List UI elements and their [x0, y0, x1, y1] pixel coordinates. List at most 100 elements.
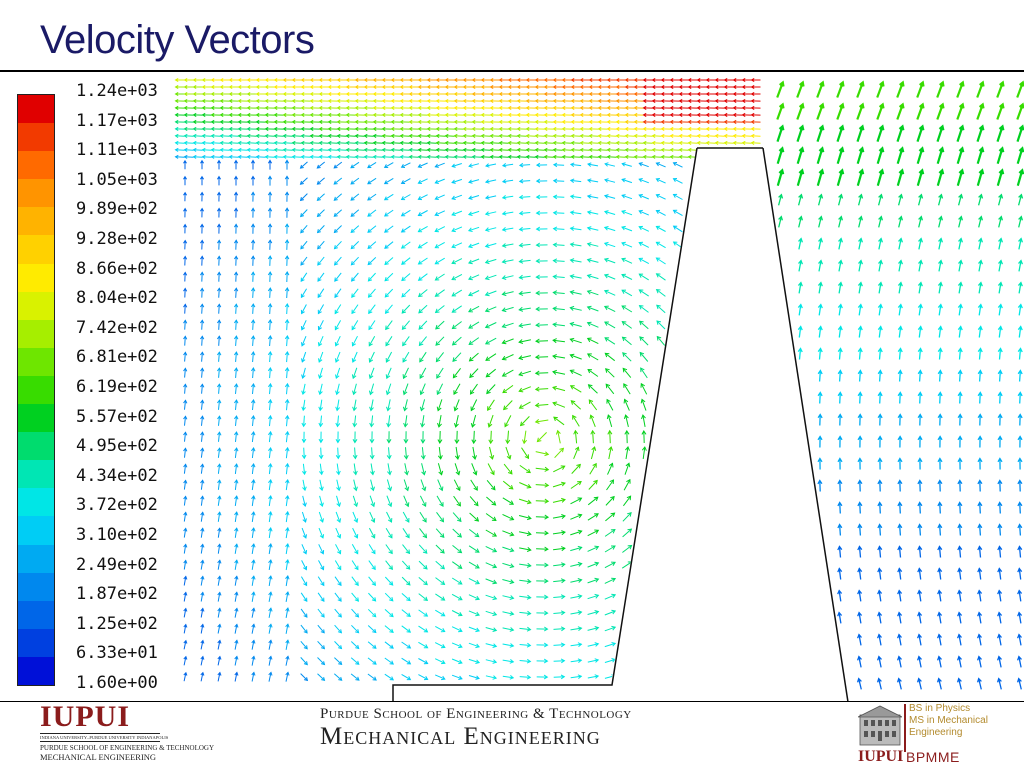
vector-arrowhead: [490, 470, 495, 476]
velocity-vector: [318, 544, 324, 554]
vector-arrowhead: [937, 523, 943, 529]
vector-arrowhead: [456, 501, 461, 507]
vector-arrowhead: [456, 517, 462, 523]
vector-arrowhead: [434, 163, 439, 168]
vector-arrowhead: [543, 642, 549, 648]
vector-arrowhead: [471, 77, 476, 83]
vector-arrowhead: [251, 431, 256, 436]
vector-arrowhead: [977, 545, 983, 551]
vector-arrowhead: [417, 119, 422, 125]
vector-arrowhead: [303, 597, 308, 603]
vector-arrowhead: [669, 126, 674, 132]
vector-arrowhead: [555, 429, 561, 435]
vector-arrowhead: [363, 112, 368, 118]
vector-arrowhead: [423, 596, 429, 602]
vector-arrowhead: [174, 98, 179, 104]
vector-arrowhead: [732, 91, 737, 97]
vector-arrowhead: [384, 228, 389, 233]
vector-arrowhead: [638, 209, 643, 215]
velocity-vector: [778, 216, 782, 228]
velocity-vector: [898, 568, 902, 580]
vector-arrowhead: [174, 119, 179, 125]
vector-arrowhead: [282, 105, 287, 111]
vector-arrowhead: [897, 435, 903, 441]
vector-arrowhead: [552, 306, 558, 312]
vector-arrowhead: [436, 406, 442, 412]
velocity-vector: [468, 675, 480, 679]
vector-arrowhead: [696, 84, 701, 90]
legend-label: 4.95e+02: [76, 435, 158, 458]
velocity-vector: [918, 216, 922, 228]
vector-arrowhead: [267, 335, 273, 340]
velocity-vector: [268, 527, 272, 539]
vector-arrowhead: [345, 119, 350, 125]
vector-arrowhead: [217, 495, 222, 500]
vector-arrowhead: [440, 580, 446, 585]
vector-arrowhead: [642, 84, 647, 90]
vector-arrowhead: [1018, 102, 1024, 109]
vector-arrowhead: [401, 292, 406, 298]
velocity-vector: [317, 256, 325, 266]
vector-arrowhead: [592, 462, 597, 468]
velocity-vector: [878, 348, 882, 360]
velocity-vector: [587, 659, 599, 663]
vector-arrowhead: [444, 84, 449, 90]
velocity-vector: [898, 216, 902, 228]
vector-arrowhead: [577, 610, 583, 615]
velocity-vector: [978, 282, 982, 294]
velocity-vector: [486, 384, 496, 394]
velocity-vector: [367, 209, 377, 217]
velocity-vector: [878, 326, 882, 338]
vector-arrowhead: [217, 431, 222, 436]
velocity-vector: [938, 656, 942, 668]
vector-arrowhead: [916, 677, 922, 683]
vector-arrowhead: [552, 154, 557, 159]
vector-arrowhead: [819, 80, 825, 87]
vector-arrowhead: [423, 564, 428, 570]
vector-arrowhead: [586, 305, 592, 311]
building-icon: [858, 705, 902, 746]
velocity-vector: [367, 193, 377, 201]
vector-arrowhead: [957, 479, 963, 485]
vector-arrowhead: [669, 133, 674, 139]
velocity-vector: [300, 240, 308, 250]
velocity-vector: [978, 524, 982, 536]
vector-arrowhead: [381, 112, 386, 118]
velocity-vector: [604, 179, 616, 183]
velocity-vector: [896, 104, 904, 120]
vector-arrowhead: [267, 271, 273, 276]
legend-label: 8.66e+02: [76, 257, 158, 280]
velocity-vector: [200, 656, 204, 666]
vector-arrowhead: [444, 126, 449, 132]
vector-arrowhead: [217, 543, 222, 548]
velocity-vector: [218, 304, 220, 314]
velocity-vector: [437, 479, 443, 491]
vector-arrowhead: [535, 338, 540, 344]
vector-arrowhead: [750, 119, 755, 125]
velocity-vector: [796, 169, 804, 187]
vector-arrowhead: [937, 567, 943, 573]
velocity-vector: [268, 656, 272, 666]
velocity-vector: [434, 674, 446, 680]
vector-arrowhead: [233, 351, 239, 356]
vector-arrowhead: [201, 126, 206, 132]
vector-arrowhead: [997, 567, 1003, 573]
vector-arrowhead: [552, 112, 557, 118]
vector-arrowhead: [440, 628, 446, 633]
velocity-vector: [502, 675, 514, 679]
vector-arrowhead: [897, 281, 903, 287]
vector-arrowhead: [543, 594, 549, 600]
vector-arrowhead: [327, 84, 332, 90]
velocity-vector: [269, 399, 271, 411]
velocity-vector: [625, 414, 629, 428]
vector-arrowhead: [641, 446, 647, 451]
vector-arrowhead: [509, 659, 515, 664]
vector-arrowhead: [475, 611, 480, 617]
velocity-vector: [452, 352, 462, 362]
vector-arrowhead: [228, 112, 233, 118]
velocity-vector: [471, 463, 477, 475]
velocity-vector: [384, 272, 394, 282]
vector-arrowhead: [426, 98, 431, 104]
vector-arrowhead: [250, 415, 256, 420]
vector-arrowhead: [174, 154, 179, 159]
